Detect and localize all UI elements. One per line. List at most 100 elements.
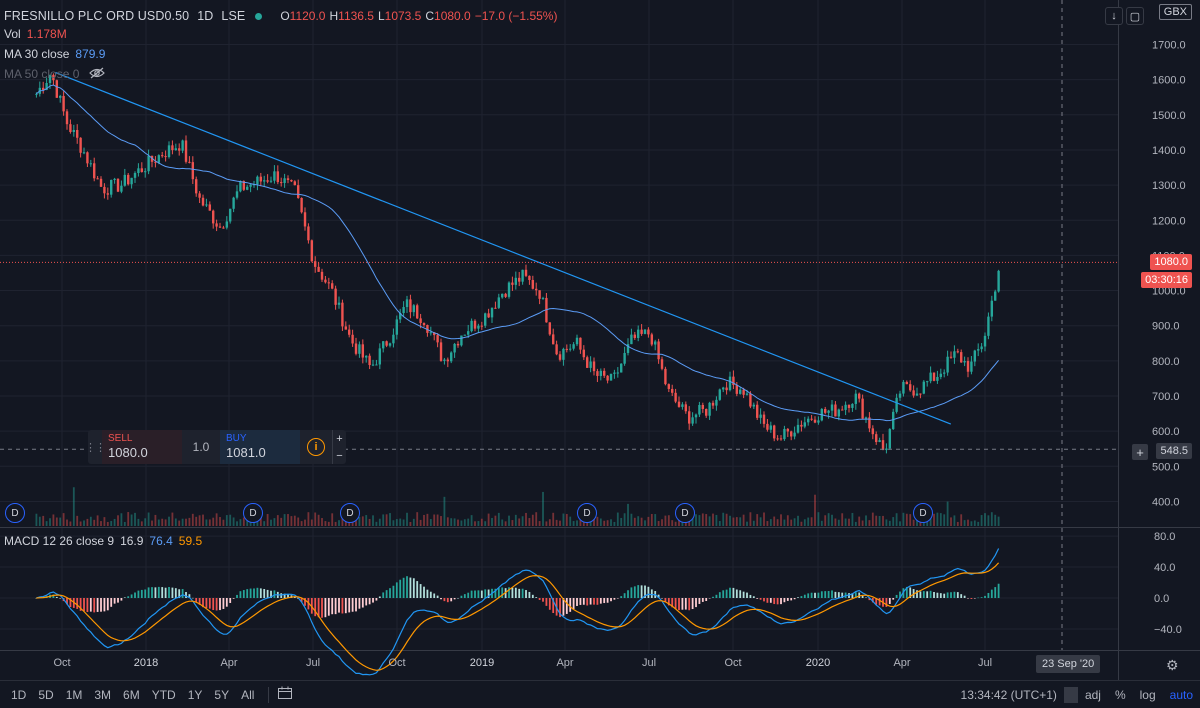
macd-histogram-bar bbox=[208, 598, 211, 609]
macd-histogram-bar bbox=[922, 591, 925, 598]
candle-body bbox=[246, 186, 249, 190]
volume-bar bbox=[59, 517, 62, 526]
candle-body bbox=[385, 341, 388, 346]
adj-toggle[interactable]: adj bbox=[1084, 688, 1101, 702]
candle-body bbox=[936, 376, 939, 381]
candle-body bbox=[881, 440, 885, 451]
macd-histogram-bar bbox=[406, 576, 408, 598]
volume-bar bbox=[664, 515, 667, 526]
buy-button[interactable]: BUY 1081.0 bbox=[220, 430, 300, 464]
macd-histogram-bar bbox=[259, 588, 262, 598]
macd-histogram-bar bbox=[647, 586, 650, 598]
volume-bar bbox=[191, 513, 194, 526]
volume-legend[interactable]: Vol 1.178M bbox=[4, 25, 67, 43]
percent-toggle[interactable]: % bbox=[1114, 688, 1126, 702]
volume-bar bbox=[705, 514, 708, 526]
macd-histogram-bar bbox=[392, 585, 395, 598]
dividend-marker[interactable]: D bbox=[5, 503, 25, 523]
volume-bar bbox=[987, 515, 990, 526]
range-button-ytd[interactable]: YTD bbox=[151, 687, 176, 702]
ma30-legend[interactable]: MA 30 close 879.9 bbox=[4, 45, 105, 63]
dividend-marker[interactable]: D bbox=[577, 503, 597, 523]
range-button-6m[interactable]: 6M bbox=[123, 687, 140, 702]
macd-histogram-bar bbox=[477, 590, 480, 598]
macd-legend[interactable]: MACD 12 26 close 9 16.9 76.4 59.5 bbox=[4, 532, 202, 550]
candle-body bbox=[453, 343, 456, 353]
dividend-marker[interactable]: D bbox=[675, 503, 695, 523]
range-button-1d[interactable]: 1D bbox=[11, 687, 27, 702]
candle-body bbox=[35, 93, 38, 95]
macd-histogram-bar bbox=[484, 589, 487, 598]
maximize-icon[interactable]: ▢ bbox=[1126, 7, 1144, 25]
candle-body bbox=[786, 428, 790, 432]
crosshair-plus-icon[interactable]: + bbox=[1132, 444, 1148, 460]
eye-hidden-icon[interactable] bbox=[89, 67, 106, 82]
candle-body bbox=[939, 373, 943, 377]
scroll-down-icon[interactable]: ↓ bbox=[1105, 7, 1123, 25]
quantity-stepper[interactable]: + − bbox=[332, 430, 346, 464]
volume-bar bbox=[137, 518, 140, 526]
range-button-all[interactable]: All bbox=[241, 687, 255, 702]
macd-histogram-bar bbox=[644, 585, 646, 598]
candle-body bbox=[718, 389, 722, 400]
macd-histogram-bar bbox=[994, 587, 997, 598]
volume-bar bbox=[497, 512, 500, 526]
log-toggle[interactable]: log bbox=[1139, 688, 1156, 702]
range-button-1y[interactable]: 1Y bbox=[187, 687, 203, 702]
volume-bar bbox=[42, 515, 45, 526]
candle-body bbox=[198, 193, 201, 198]
volume-bar bbox=[878, 515, 881, 526]
dividend-marker[interactable]: D bbox=[340, 503, 360, 523]
candle-body bbox=[65, 111, 69, 125]
candle-body bbox=[436, 335, 439, 343]
info-button[interactable]: i bbox=[300, 430, 332, 464]
sell-button[interactable]: SELL 1080.0 bbox=[102, 430, 182, 464]
candle-body bbox=[698, 404, 701, 415]
auto-toggle[interactable]: auto bbox=[1169, 688, 1193, 702]
gear-icon[interactable]: ⚙ bbox=[1166, 657, 1179, 673]
cursor-price-label: 548.5 bbox=[1156, 443, 1192, 459]
chart-canvas[interactable]: 1700.01600.01500.01400.01300.01200.01100… bbox=[0, 0, 1200, 680]
candle-body bbox=[660, 359, 664, 369]
increase-icon[interactable]: + bbox=[332, 430, 346, 447]
macd-histogram-bar bbox=[722, 590, 725, 598]
macd-histogram-bar bbox=[402, 577, 405, 598]
volume-bar bbox=[817, 512, 820, 526]
ma50-legend[interactable]: MA 50 close 0 bbox=[4, 65, 106, 83]
quantity-field[interactable]: 1.0 bbox=[182, 430, 220, 464]
macd-histogram-bar bbox=[127, 596, 130, 598]
macd-histogram-bar bbox=[688, 598, 691, 611]
macd-histogram-bar bbox=[429, 591, 432, 598]
candle-body bbox=[426, 324, 429, 333]
clock-label[interactable]: 13:34:42 (UTC+1) bbox=[960, 688, 1057, 702]
candle-body bbox=[994, 291, 997, 301]
symbol-title[interactable]: FRESNILLO PLC ORD USD0.50 bbox=[4, 9, 190, 23]
macd-histogram-bar bbox=[232, 598, 235, 599]
range-button-5y[interactable]: 5Y bbox=[214, 687, 230, 702]
macd-histogram-bar bbox=[348, 598, 351, 613]
volume-bar bbox=[572, 521, 575, 526]
candle-body bbox=[813, 419, 817, 423]
macd-histogram-bar bbox=[895, 594, 898, 598]
dividend-marker[interactable]: D bbox=[913, 503, 933, 523]
drag-handle-icon[interactable]: ⋮⋮ bbox=[88, 430, 106, 464]
macd-histogram-bar bbox=[531, 594, 534, 598]
currency-badge[interactable]: GBX bbox=[1158, 4, 1192, 20]
candle-body bbox=[283, 178, 286, 184]
macd-histogram-bar bbox=[222, 598, 225, 609]
candle-body bbox=[677, 401, 681, 407]
range-button-1m[interactable]: 1M bbox=[65, 687, 83, 702]
macd-histogram-bar bbox=[545, 598, 548, 606]
dividend-marker[interactable]: D bbox=[243, 503, 263, 523]
range-button-3m[interactable]: 3M bbox=[94, 687, 112, 702]
macd-histogram-bar bbox=[616, 598, 619, 599]
date-range-icon[interactable] bbox=[277, 686, 293, 703]
candle-body bbox=[657, 341, 660, 360]
volume-bar bbox=[266, 514, 269, 526]
interval-label[interactable]: 1D bbox=[197, 9, 214, 23]
range-button-5d[interactable]: 5D bbox=[38, 687, 54, 702]
volume-bar bbox=[701, 513, 704, 526]
candle-body bbox=[745, 393, 749, 395]
volume-bar bbox=[236, 521, 238, 526]
decrease-icon[interactable]: − bbox=[332, 447, 346, 464]
